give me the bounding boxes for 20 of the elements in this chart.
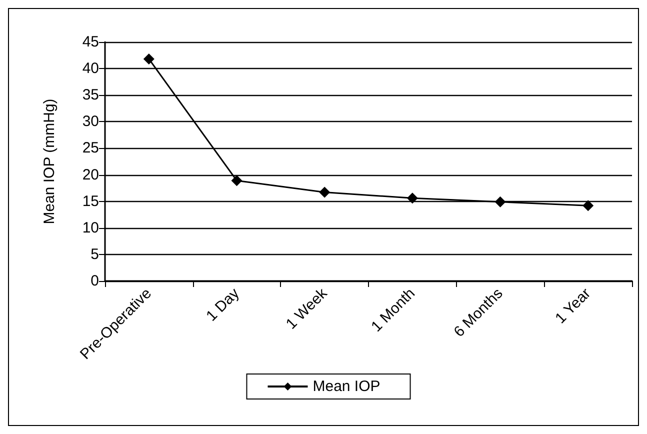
legend-label: Mean IOP [312, 378, 380, 395]
y-tick-label: 0 [90, 272, 99, 290]
point [143, 53, 154, 64]
y-tick-label: 10 [82, 219, 99, 236]
point [494, 196, 506, 208]
y-tick-label: 35 [82, 86, 99, 104]
x-tick-label: 1 Year [552, 284, 594, 328]
point [582, 200, 594, 212]
y-tick-label: 30 [82, 113, 99, 130]
y-tick-label: 20 [82, 166, 99, 184]
point [231, 175, 242, 186]
y-tick-label: 25 [82, 140, 99, 157]
y-tick-label: 15 [82, 192, 99, 210]
point [319, 186, 330, 198]
y-tick-label: 40 [82, 60, 99, 78]
x-tick-label: 1 Day [203, 284, 244, 325]
y-tick-label: 45 [82, 34, 99, 50]
y-axis-title: Mean IOP (mmHg) [41, 98, 58, 224]
point [406, 192, 418, 204]
y-tick-label: 5 [90, 246, 99, 263]
